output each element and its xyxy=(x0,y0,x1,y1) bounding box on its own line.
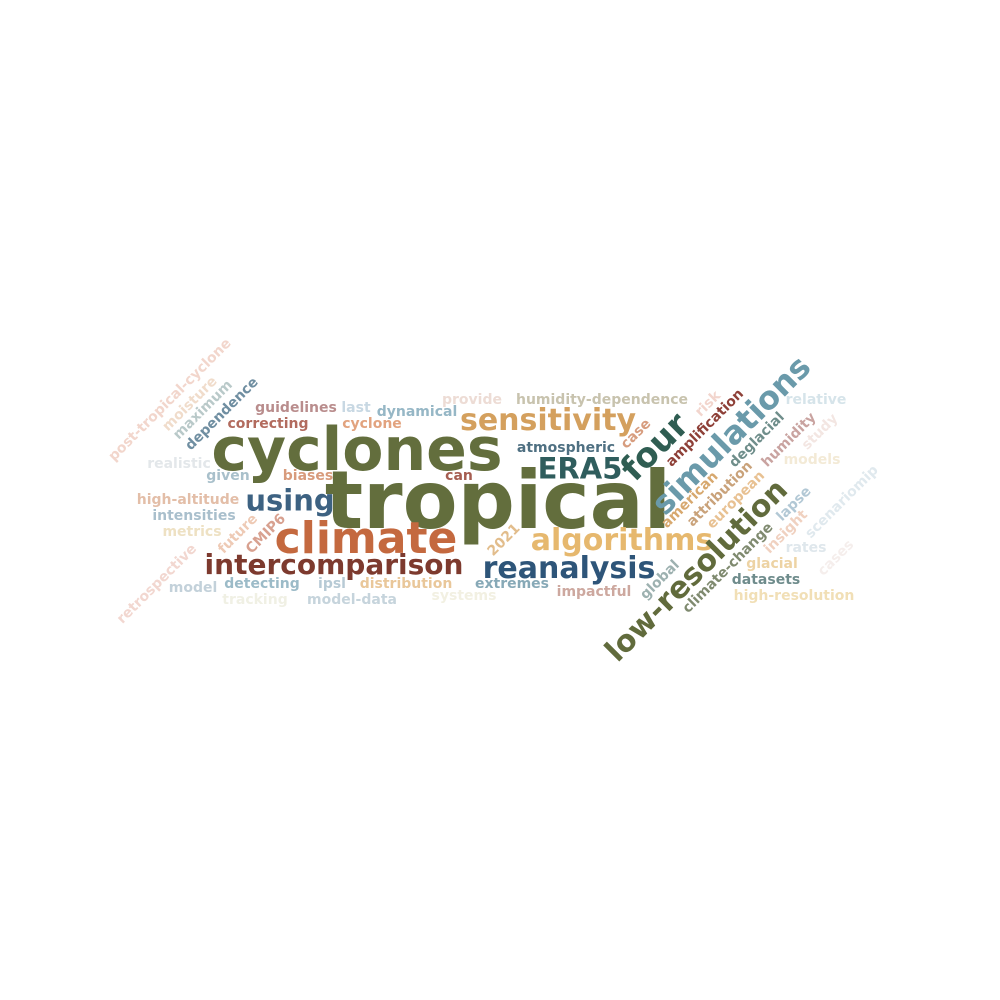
word-atmospheric: atmospheric xyxy=(516,440,616,456)
word-using: using xyxy=(245,483,335,518)
word-distribution: distribution xyxy=(359,576,453,592)
word-provide: provide xyxy=(442,392,502,408)
word-datasets: datasets xyxy=(731,572,801,588)
word-given: given xyxy=(206,468,250,484)
word-realistic: realistic xyxy=(147,456,211,472)
word-biases: biases xyxy=(282,468,334,484)
word-cyclones: cyclones xyxy=(211,415,503,485)
word-algorithms: algorithms xyxy=(530,523,714,558)
word-impactful: impactful xyxy=(556,584,632,600)
word-detecting: detecting xyxy=(224,576,300,592)
word-intercomparison: intercomparison xyxy=(204,548,464,581)
word-can: can xyxy=(445,468,473,484)
word-glacial: glacial xyxy=(746,556,798,572)
word-rates: rates xyxy=(785,540,827,556)
word-tracking: tracking xyxy=(222,592,288,608)
word-correcting: correcting xyxy=(227,416,309,432)
word-high-resolution: high-resolution xyxy=(733,588,855,604)
word-model: model xyxy=(168,580,218,596)
word-scenariomip: scenariomip xyxy=(802,462,882,542)
word-model-data: model-data xyxy=(307,592,397,608)
word-climate: climate xyxy=(274,513,458,564)
word-sensitivity: sensitivity xyxy=(459,403,637,438)
word-humidity-dependence: humidity-dependence xyxy=(515,392,689,408)
word-guidelines: guidelines xyxy=(255,400,337,416)
word-metrics: metrics xyxy=(162,524,222,540)
word-ipsl: ipsl xyxy=(318,576,346,592)
word-reanalysis: reanalysis xyxy=(482,551,656,586)
word-dynamical: dynamical xyxy=(376,404,458,420)
word-high-altitude: high-altitude xyxy=(136,492,240,508)
word-last: last xyxy=(341,400,371,416)
word-cyclone: cyclone xyxy=(342,416,402,432)
word-relative: relative xyxy=(785,392,847,408)
word-intensities: intensities xyxy=(152,508,236,524)
word-extremes: extremes xyxy=(474,576,550,592)
word-models: models xyxy=(783,452,841,468)
word-era5: ERA5 xyxy=(537,451,623,486)
word-tropical: tropical xyxy=(324,454,672,547)
word-systems: systems xyxy=(431,588,497,604)
